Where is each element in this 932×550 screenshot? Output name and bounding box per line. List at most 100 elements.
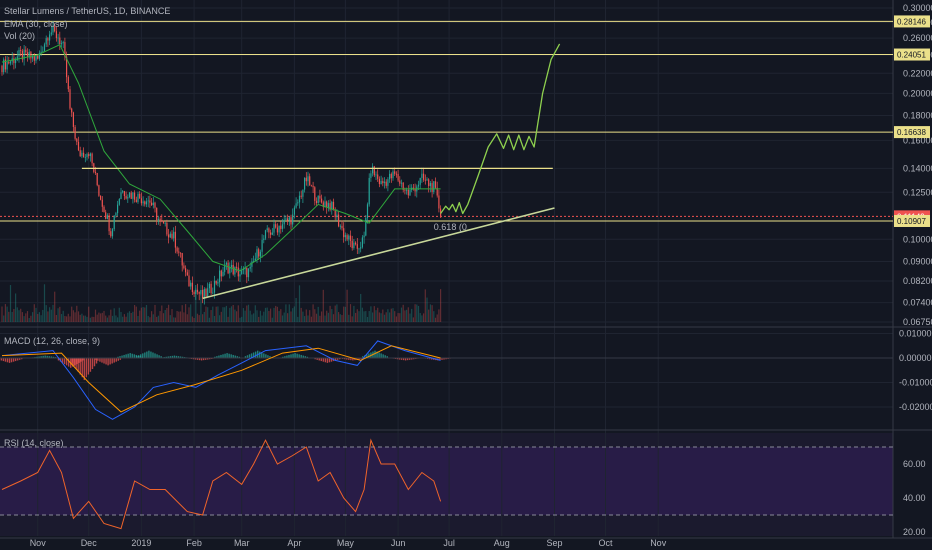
macd-histogram-bar [133, 354, 135, 358]
volume-bar [276, 306, 278, 322]
candle-body [115, 213, 117, 216]
candle-body [181, 253, 183, 266]
macd-histogram-bar [117, 358, 119, 361]
candle-body [76, 138, 78, 142]
macd-histogram-bar [250, 353, 253, 358]
volume-bar [149, 317, 151, 322]
volume-bar [395, 316, 397, 322]
volume-bar [382, 309, 384, 322]
volume-bar [13, 308, 15, 322]
candle-body [203, 289, 205, 299]
macd-histogram-bar [226, 353, 228, 358]
volume-bar [387, 309, 389, 322]
volume-bar [412, 317, 414, 322]
candle-body [26, 52, 29, 58]
candle-body [326, 201, 328, 208]
candle-body [13, 58, 15, 64]
x-tick-label: Nov [30, 538, 47, 548]
volume-bar [370, 306, 372, 322]
macd-histogram-bar [259, 351, 261, 358]
symbol-title: Stellar Lumens / TetherUS, 1D, BINANCE [4, 6, 171, 16]
volume-bar [324, 315, 326, 322]
macd-histogram-bar [50, 356, 53, 358]
macd-histogram-bar [222, 354, 224, 358]
volume-bar [21, 312, 23, 322]
macd-histogram-bar [165, 356, 167, 358]
macd-histogram-bar [216, 356, 218, 358]
volume-bar [89, 317, 91, 322]
macd-histogram-bar [123, 354, 125, 358]
macd-histogram-bar [150, 351, 152, 358]
macd-histogram-bar [52, 356, 55, 358]
candle-body [81, 152, 83, 157]
volume-bar [292, 308, 294, 322]
level-tag-bg [894, 126, 930, 139]
volume-bar [416, 304, 418, 322]
candle-body [169, 233, 171, 238]
macd-histogram-bar [336, 358, 339, 360]
volume-bar [326, 310, 328, 322]
macd-histogram-bar [83, 358, 85, 381]
macd-histogram-bar [302, 355, 304, 358]
volume-bar [38, 312, 40, 322]
volume-bar [127, 312, 129, 322]
candle-body [409, 189, 411, 196]
volume-bar [28, 317, 30, 322]
volume-bar [111, 315, 114, 322]
macd-histogram-bar [175, 355, 178, 358]
volume-bar [195, 287, 197, 322]
candle-body [407, 189, 409, 196]
volume-bar [392, 308, 394, 322]
volume-bar [156, 316, 158, 322]
candle-body [387, 179, 389, 186]
candle-body [140, 198, 142, 204]
macd-histogram-bar [218, 355, 220, 358]
volume-bar [140, 307, 142, 322]
macd-axis-label: -0.01000 [899, 378, 932, 388]
candle-body [145, 201, 148, 205]
candle-body [336, 214, 338, 218]
candle-body [419, 177, 421, 185]
macd-histogram-bar [167, 356, 169, 358]
macd-histogram-bar [87, 358, 90, 375]
volume-bar [344, 306, 346, 322]
volume-bar [355, 312, 357, 322]
volume-bar [366, 316, 369, 322]
macd-histogram-bar [79, 358, 81, 375]
volume-bar [399, 313, 401, 322]
volume-bar [71, 306, 73, 322]
candle-body [20, 50, 22, 51]
candle-body [394, 171, 396, 174]
volume-bar [94, 309, 97, 322]
macd-histogram-bar [400, 358, 403, 360]
x-tick-label: Apr [287, 538, 301, 548]
candle-body [275, 224, 277, 228]
volume-bar [290, 311, 292, 322]
volume-bar [424, 289, 426, 322]
candle-body [358, 248, 360, 250]
candle-body [377, 174, 379, 179]
macd-histogram-bar [105, 358, 107, 365]
candle-body [290, 217, 292, 225]
candle-body [105, 212, 107, 219]
ema-legend: EMA (30, close) [4, 19, 68, 29]
candle-body [315, 200, 318, 203]
volume-bar [210, 310, 212, 322]
macd-histogram-bar [156, 354, 158, 358]
candle-body [55, 31, 57, 38]
volume-bar [378, 312, 380, 322]
candle-body [264, 230, 267, 239]
volume-bar [273, 307, 275, 322]
candle-body [378, 178, 380, 185]
candle-body [329, 203, 331, 210]
volume-bar [414, 304, 416, 322]
volume-bar [394, 311, 396, 322]
candle-body [222, 271, 224, 277]
volume-bar [215, 306, 217, 322]
candle-body [236, 266, 238, 268]
volume-bar [322, 289, 324, 322]
candle-body [428, 179, 430, 187]
candle-body [183, 265, 185, 269]
candle-body [166, 222, 168, 235]
